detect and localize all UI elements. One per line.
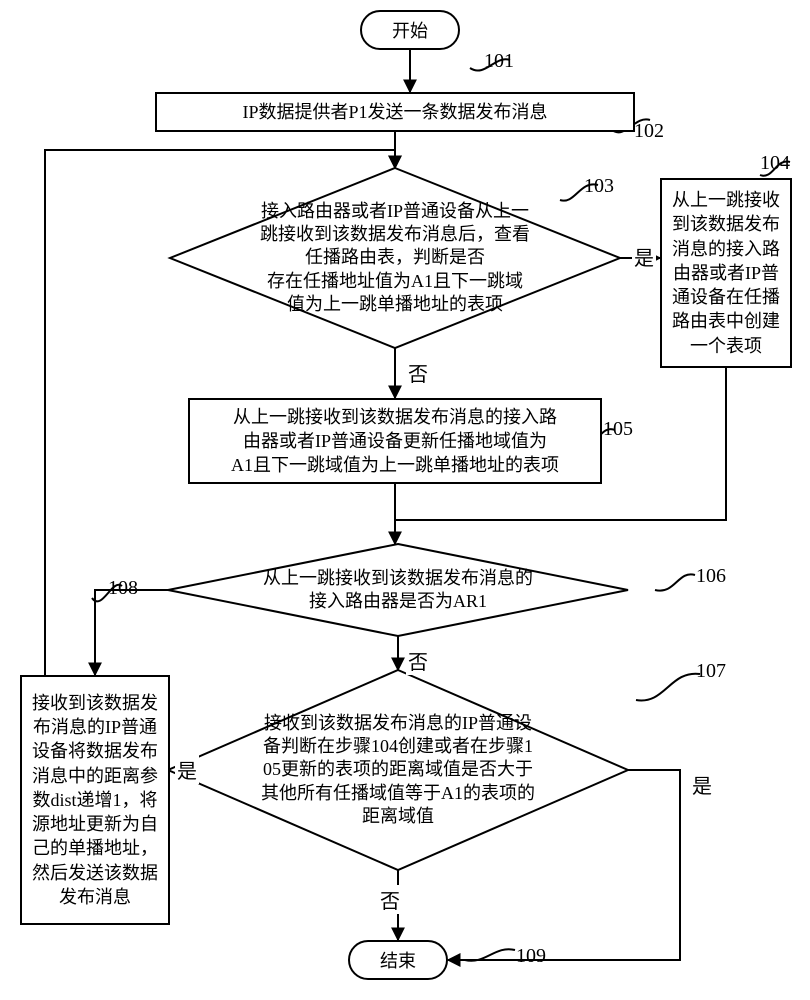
edge-label-text: 是: [177, 761, 197, 783]
step-label: 109: [516, 945, 546, 968]
step-label-text: 101: [484, 50, 514, 72]
step-label-text: 102: [634, 120, 664, 142]
step-label: 102: [634, 120, 664, 143]
step-label: 101: [484, 50, 514, 73]
step-label-text: 108: [108, 577, 138, 599]
step-label-text: 106: [696, 565, 726, 587]
process-text: 从上一跳接收到该数据发布消息的接入路由器或者IP普通设备在任播路由表中创建一个表…: [672, 188, 780, 358]
end-terminator: 结束: [348, 940, 448, 980]
process-text: 接收到该数据发布消息的IP普通设备将数据发布消息中的距离参数dist递增1，将源…: [32, 691, 158, 910]
decision-text: 接入路由器或者IP普通设备从上一跳接收到该数据发布消息后，查看任播路由表，判断是…: [243, 182, 547, 335]
edge-label: 是: [175, 755, 199, 784]
step-label-text: 107: [696, 660, 726, 682]
step-label: 104: [760, 152, 790, 175]
leader-line: [636, 674, 700, 701]
edge-label-text: 是: [692, 776, 712, 798]
decision-text: 接收到该数据发布消息的IP普通设备判断在步骤104创建或者在步骤105更新的表项…: [243, 685, 554, 855]
step-label-text: 109: [516, 945, 546, 967]
step-label-text: 105: [603, 418, 633, 440]
process-box: 接收到该数据发布消息的IP普通设备将数据发布消息中的距离参数dist递增1，将源…: [20, 675, 170, 925]
edge-label-text: 否: [408, 364, 428, 386]
decision: 接收到该数据发布消息的IP普通设备判断在步骤104创建或者在步骤105更新的表项…: [168, 670, 628, 870]
edge-label-text: 否: [408, 652, 428, 674]
edge-label: 是: [690, 770, 714, 799]
edge-label-text: 否: [380, 891, 400, 913]
edge-label: 否: [406, 358, 430, 387]
process-box: 从上一跳接收到该数据发布消息的接入路由器或者IP普通设备更新任播地域值为A1且下…: [188, 398, 602, 484]
leader-line: [465, 949, 515, 961]
start-terminator: 开始: [360, 10, 460, 50]
terminator-label: 开始: [392, 17, 428, 43]
process-text: IP数据提供者P1发送一条数据发布消息: [242, 100, 547, 124]
step-label: 108: [108, 577, 138, 600]
step-label: 107: [696, 660, 726, 683]
edge: [448, 770, 680, 960]
process-box: 从上一跳接收到该数据发布消息的接入路由器或者IP普通设备在任播路由表中创建一个表…: [660, 178, 792, 368]
process-box: IP数据提供者P1发送一条数据发布消息: [155, 92, 635, 132]
terminator-label: 结束: [380, 947, 416, 973]
decision: 接入路由器或者IP普通设备从上一跳接收到该数据发布消息后，查看任播路由表，判断是…: [170, 168, 620, 348]
step-label-text: 103: [584, 175, 614, 197]
step-label: 106: [696, 565, 726, 588]
edge-label: 是: [632, 242, 656, 271]
edge: [95, 590, 168, 675]
step-label-text: 104: [760, 152, 790, 174]
edge-label: 否: [378, 885, 402, 914]
process-text: 从上一跳接收到该数据发布消息的接入路由器或者IP普通设备更新任播地域值为A1且下…: [231, 405, 559, 478]
leader-line: [655, 574, 695, 590]
flowchart-canvas: 接入路由器或者IP普通设备从上一跳接收到该数据发布消息后，查看任播路由表，判断是…: [0, 0, 810, 1000]
step-label: 103: [584, 175, 614, 198]
edge-label: 否: [406, 646, 430, 675]
decision-text: 从上一跳接收到该数据发布消息的接入路由器是否为AR1: [243, 551, 554, 629]
step-label: 105: [603, 418, 633, 441]
edge-label-text: 是: [634, 248, 654, 270]
decision: 从上一跳接收到该数据发布消息的接入路由器是否为AR1: [168, 544, 628, 636]
